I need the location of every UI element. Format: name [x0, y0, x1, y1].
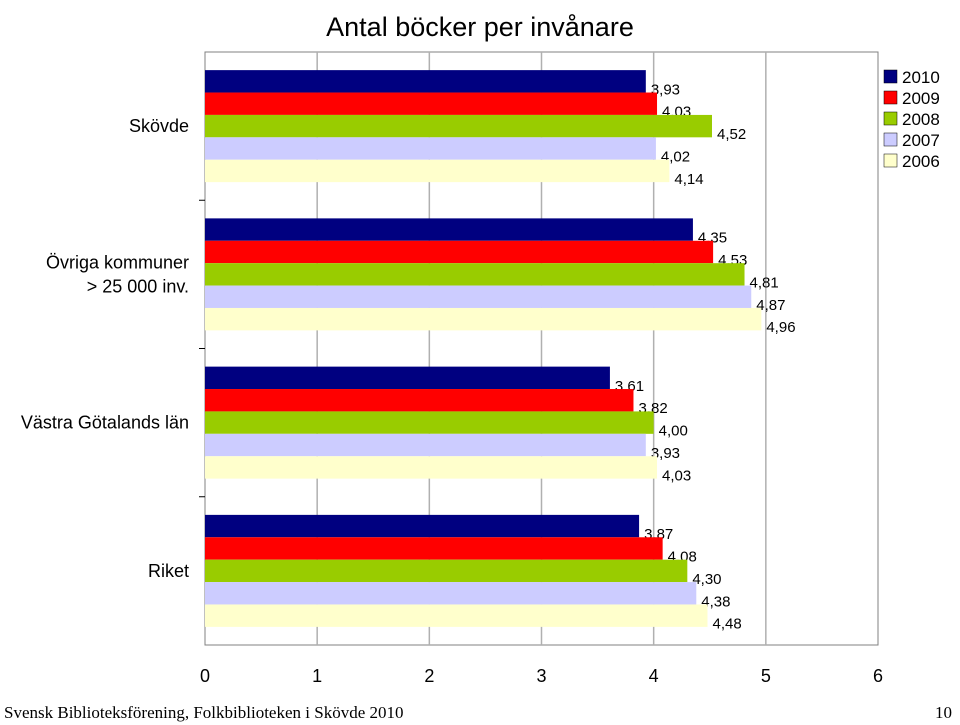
x-tick-label: 6	[873, 666, 883, 686]
bar-2006-3	[205, 604, 708, 627]
bar-2008-1	[205, 263, 745, 286]
bar-chart: 3,934,034,524,024,14Skövde4,354,534,814,…	[21, 51, 940, 686]
bar-2006-0	[205, 159, 670, 183]
data-label: 4,38	[701, 593, 730, 610]
bar-2008-2	[205, 411, 654, 434]
x-tick-label: 0	[200, 666, 210, 686]
data-label: 4,52	[717, 126, 746, 143]
data-label: 4,00	[659, 423, 688, 440]
legend-swatch-2007	[883, 132, 898, 147]
footer-text: Svensk Biblioteksförening, Folkbibliotek…	[4, 703, 404, 722]
legend-label: 2006	[902, 152, 940, 171]
legend-label: 2007	[902, 131, 940, 150]
bar-2010-3	[205, 514, 640, 538]
bar-2006-1	[205, 307, 762, 331]
bar-2007-3	[205, 582, 697, 605]
data-label: 4,87	[756, 297, 785, 314]
x-tick-label: 2	[424, 666, 434, 686]
legend-swatch-2010	[883, 69, 898, 84]
legend-label: 2010	[902, 68, 940, 87]
category-label: Riket	[148, 561, 189, 581]
legend-swatch-2008	[883, 111, 898, 126]
bar-2009-2	[205, 389, 634, 412]
bar-2006-2	[205, 456, 658, 479]
data-label: 3,93	[651, 445, 680, 462]
category-label: Skövde	[129, 116, 189, 136]
x-tick-label: 1	[312, 666, 322, 686]
bar-2007-1	[205, 285, 752, 308]
x-tick-label: 3	[536, 666, 546, 686]
category-label: Västra Götalands län	[21, 413, 189, 433]
chart-title: Antal böcker per invånare	[326, 12, 634, 42]
legend-swatch-2006	[883, 153, 898, 168]
bar-2007-0	[205, 137, 656, 160]
bar-2009-1	[205, 240, 714, 264]
category-label: > 25 000 inv.	[87, 276, 189, 296]
data-label: 4,81	[750, 274, 779, 291]
data-label: 4,48	[713, 616, 742, 633]
x-tick-label: 4	[649, 666, 659, 686]
bar-2010-0	[205, 70, 646, 93]
legend-label: 2009	[902, 89, 940, 108]
data-label: 4,14	[674, 171, 703, 188]
legend-label: 2008	[902, 110, 940, 129]
category-label: Övriga kommuner	[46, 252, 189, 272]
data-label: 3,93	[651, 81, 680, 98]
x-tick-label: 5	[761, 666, 771, 686]
data-label: 4,96	[766, 319, 795, 336]
legend-swatch-2009	[883, 90, 898, 105]
data-label: 4,30	[692, 571, 721, 588]
bar-2007-2	[205, 433, 646, 457]
bar-2010-2	[205, 366, 610, 390]
bar-2010-1	[205, 218, 693, 241]
data-label: 4,03	[662, 467, 691, 484]
bar-2008-3	[205, 559, 688, 583]
bar-2008-0	[205, 114, 712, 138]
bar-2009-3	[205, 537, 663, 560]
bar-2009-0	[205, 92, 658, 115]
page-number: 10	[935, 703, 952, 722]
